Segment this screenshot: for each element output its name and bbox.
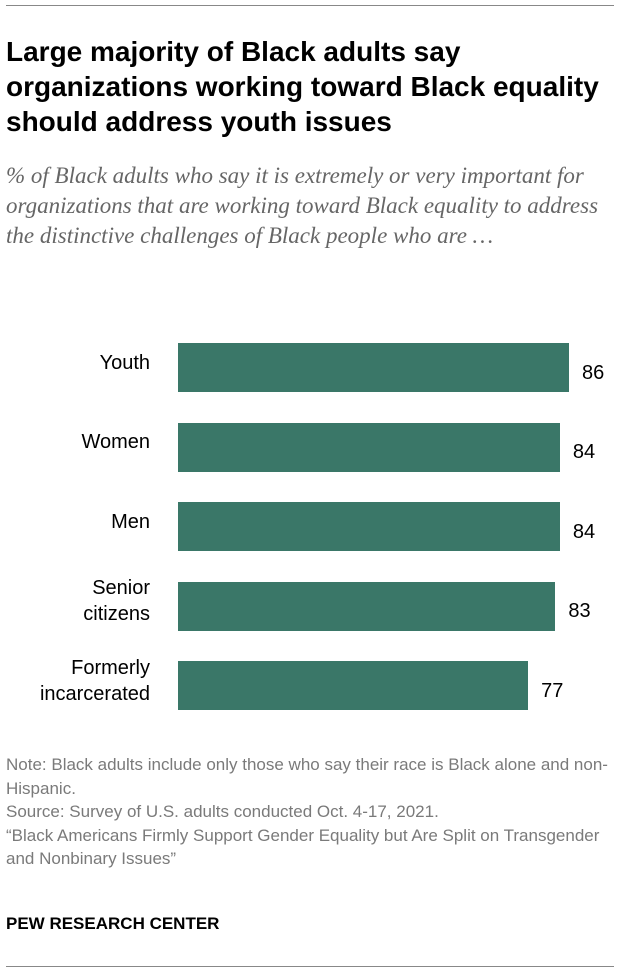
category-label: Formerly incarcerated <box>39 656 150 705</box>
bar-men <box>178 502 560 551</box>
value-label: 77 <box>541 679 564 702</box>
chart-subtitle: % of Black adults who say it is extremel… <box>6 163 599 248</box>
value-label: 83 <box>568 600 591 622</box>
category-label: Senior citizens <box>83 577 150 625</box>
brand-logo-text: PEW RESEARCH CENTER <box>6 914 220 933</box>
bar-formerly-incarcerated <box>178 661 529 710</box>
bottom-rule <box>6 966 614 967</box>
notes: Note: Black adults include only those wh… <box>6 753 616 871</box>
chart-title: Large majority of Black adults say organ… <box>6 36 599 137</box>
value-label: 84 <box>572 441 596 463</box>
bar-women <box>178 422 560 472</box>
top-rule <box>6 5 614 6</box>
category-label: Youth <box>99 351 150 374</box>
bar-youth <box>178 343 569 392</box>
value-label: 86 <box>582 361 605 384</box>
category-label: Men <box>111 510 150 533</box>
note-text: Note: Black adults include only those wh… <box>6 755 608 798</box>
value-label: 84 <box>572 520 596 543</box>
bar-senior-citizens <box>178 581 556 631</box>
source-text: Source: Survey of U.S. adults conducted … <box>6 802 439 821</box>
category-label: Women <box>81 431 150 453</box>
report-title: “Black Americans Firmly Support Gender E… <box>6 825 600 869</box>
